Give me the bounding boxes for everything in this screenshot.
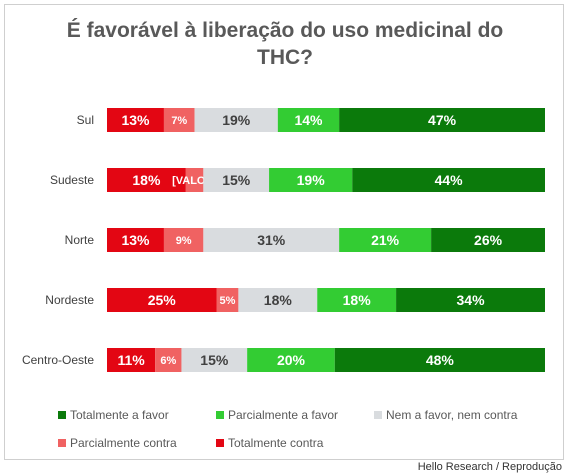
bar-segment-sudeste-nem-a-favor-nem-contra <box>203 168 270 192</box>
bar-segment-centro-oeste-parcialmente-contra <box>155 348 182 372</box>
legend-label-parcialmente-a-favor: Parcialmente a favor <box>228 408 338 422</box>
data-label-sul-totalmente-a-favor: 47% <box>428 112 457 128</box>
bar-segment-sul-nem-a-favor-nem-contra <box>194 108 278 132</box>
category-label-norte: Norte <box>65 233 95 247</box>
legend-swatch-parcialmente-contra <box>58 439 66 447</box>
bar-segment-norte-parcialmente-a-favor <box>339 228 432 252</box>
chart-title-line-2: THC? <box>257 46 313 69</box>
bar-segment-nordeste-parcialmente-contra <box>216 288 239 312</box>
bar-segment-centro-oeste-totalmente-contra <box>107 348 156 372</box>
data-label-nordeste-parcialmente-a-favor: 18% <box>343 292 372 308</box>
bar-segment-nordeste-totalmente-a-favor <box>396 288 545 312</box>
bar-segment-sudeste-totalmente-contra <box>107 168 186 192</box>
data-label-centro-oeste-parcialmente-a-favor: 20% <box>277 352 306 368</box>
legend-swatch-totalmente-a-favor <box>58 411 66 419</box>
data-label-norte-nem-a-favor-nem-contra: 31% <box>257 232 286 248</box>
bar-segment-norte-parcialmente-contra <box>163 228 204 252</box>
data-label-sudeste-totalmente-contra: 18% <box>132 172 161 188</box>
bar-segment-norte-totalmente-contra <box>107 228 164 252</box>
bar-segment-sul-parcialmente-contra <box>163 108 195 132</box>
bar-segment-sudeste-parcialmente-contra <box>185 168 204 192</box>
data-label-centro-oeste-totalmente-a-favor: 48% <box>426 352 455 368</box>
data-label-norte-parcialmente-contra: 9% <box>176 235 192 247</box>
data-label-sul-parcialmente-contra: 7% <box>171 115 187 127</box>
bar-segment-nordeste-parcialmente-a-favor <box>317 288 397 312</box>
data-label-nordeste-totalmente-a-favor: 34% <box>457 292 486 308</box>
bar-segment-norte-totalmente-a-favor <box>431 228 545 252</box>
data-label-sudeste-nem-a-favor-nem-contra: 15% <box>222 172 251 188</box>
bar-segment-nordeste-nem-a-favor-nem-contra <box>238 288 318 312</box>
bar-segment-sul-totalmente-contra <box>107 108 164 132</box>
data-label-centro-oeste-nem-a-favor-nem-contra: 15% <box>200 352 229 368</box>
legend-label-parcialmente-contra: Parcialmente contra <box>70 436 177 450</box>
data-label-centro-oeste-totalmente-contra: 11% <box>117 352 145 368</box>
data-label-nordeste-parcialmente-contra: 5% <box>219 295 235 307</box>
chart-title: É favorável à liberação do uso medicinal… <box>0 17 570 71</box>
bar-segment-norte-nem-a-favor-nem-contra <box>203 228 340 252</box>
bar-segment-sudeste-parcialmente-a-favor <box>269 168 353 192</box>
bar-segment-sul-totalmente-a-favor <box>339 108 545 132</box>
data-label-centro-oeste-parcialmente-contra: 6% <box>160 355 176 367</box>
bar-segment-centro-oeste-nem-a-favor-nem-contra <box>181 348 248 372</box>
bar-segment-sul-parcialmente-a-favor <box>277 108 340 132</box>
legend-label-totalmente-contra: Totalmente contra <box>228 436 324 450</box>
data-label-norte-parcialmente-a-favor: 21% <box>371 232 400 248</box>
legend-label-totalmente-a-favor: Totalmente a favor <box>70 408 169 422</box>
chart-title-line-1: É favorável à liberação do uso medicinal… <box>66 19 504 42</box>
data-label-nordeste-nem-a-favor-nem-contra: 18% <box>264 292 293 308</box>
data-label-sudeste-totalmente-a-favor: 44% <box>435 172 464 188</box>
category-label-sudeste: Sudeste <box>50 173 94 187</box>
data-label-sul-parcialmente-a-favor: 14% <box>294 112 323 128</box>
data-label-norte-totalmente-a-favor: 26% <box>474 232 503 248</box>
category-label-centro-oeste: Centro-Oeste <box>22 353 94 367</box>
bar-segment-nordeste-totalmente-contra <box>107 288 217 312</box>
category-label-sul: Sul <box>77 113 94 127</box>
legend-swatch-parcialmente-a-favor <box>216 411 224 419</box>
data-label-sul-totalmente-contra: 13% <box>121 112 150 128</box>
bar-segment-centro-oeste-parcialmente-a-favor <box>247 348 335 372</box>
bar-segment-centro-oeste-totalmente-a-favor <box>334 348 545 372</box>
data-label-sudeste-parcialmente-a-favor: 19% <box>297 172 326 188</box>
data-label-norte-totalmente-contra: 13% <box>121 232 150 248</box>
data-label-nordeste-totalmente-contra: 25% <box>148 292 177 308</box>
bar-segment-sudeste-totalmente-a-favor <box>352 168 545 192</box>
data-label-sul-nem-a-favor-nem-contra: 19% <box>222 112 251 128</box>
image-credit: Hello Research / Reprodução <box>417 461 562 473</box>
legend-swatch-totalmente-contra <box>216 439 224 447</box>
legend-label-nem-a-favor-nem-contra: Nem a favor, nem contra <box>386 408 518 422</box>
category-label-nordeste: Nordeste <box>45 293 94 307</box>
legend-swatch-nem-a-favor-nem-contra <box>374 411 382 419</box>
